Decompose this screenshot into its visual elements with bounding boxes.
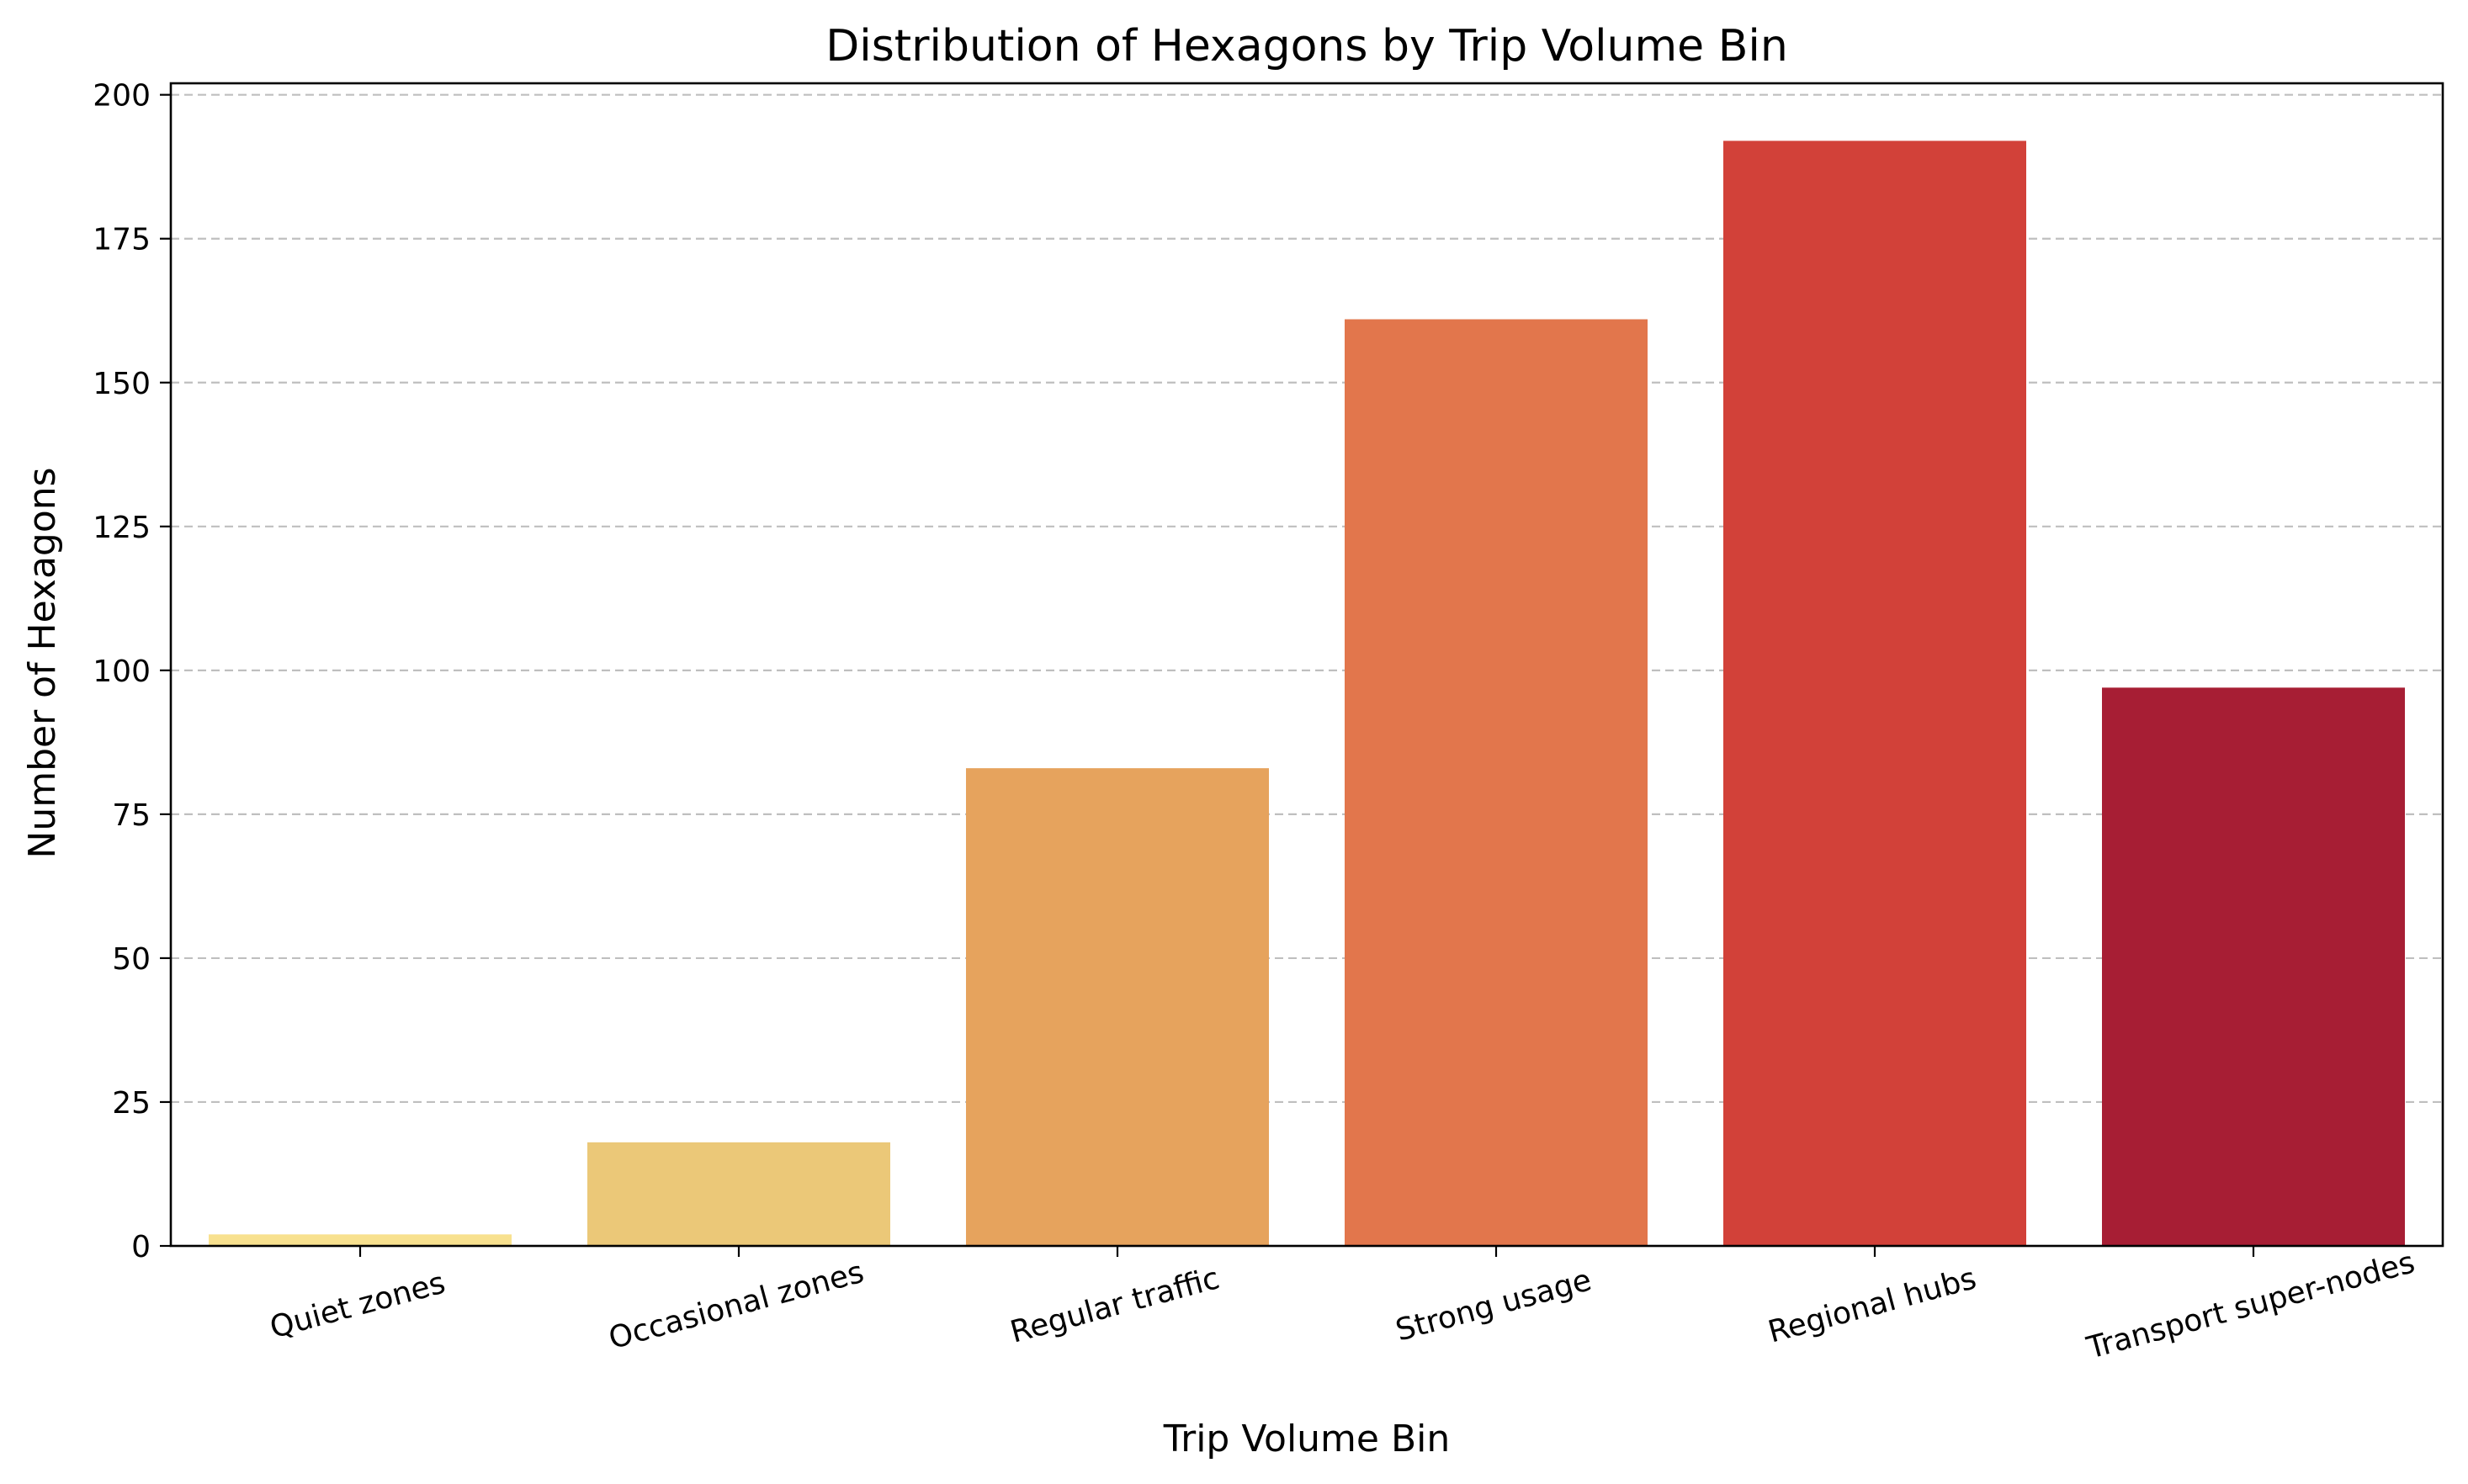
y-tick-label: 125	[93, 511, 151, 545]
plot-area-frame	[169, 82, 2444, 1248]
bar	[1723, 140, 2026, 1246]
x-tick-label: Occasional zones	[605, 1255, 868, 1356]
x-tick-label: Regional hubs	[1765, 1261, 1980, 1349]
y-tick-label: 25	[112, 1086, 151, 1121]
bar	[587, 1142, 890, 1246]
y-axis-ticks: 0 25 50 75 100 125 150 175 200	[93, 79, 171, 1264]
x-tick-label: Quiet zones	[267, 1265, 449, 1345]
grid-lines	[171, 93, 2443, 1104]
x-tick-label: Regular traffic	[1007, 1261, 1223, 1350]
y-tick-label: 50	[112, 942, 151, 977]
x-axis-ticks: Quiet zones Occasional zones Regular traff…	[267, 1245, 2418, 1366]
chart-title: Distribution of Hexagons by Trip Volume …	[825, 21, 1788, 72]
y-tick-label: 0	[131, 1230, 151, 1264]
y-tick-label: 175	[93, 223, 151, 257]
bar	[2102, 687, 2405, 1246]
y-tick-label: 75	[112, 798, 151, 833]
x-axis-label: Trip Volume Bin	[1163, 1418, 1451, 1460]
y-tick-label: 200	[93, 79, 151, 114]
y-tick-label: 150	[93, 367, 151, 401]
x-tick-label: Strong usage	[1392, 1263, 1595, 1348]
y-axis-label: Number of Hexagons	[21, 467, 64, 858]
bar	[209, 1234, 512, 1246]
x-tick-label: Transport super-nodes	[2083, 1245, 2418, 1366]
bar	[966, 768, 1269, 1246]
bars	[209, 140, 2405, 1247]
y-tick-label: 100	[93, 655, 151, 689]
bar	[1345, 319, 1648, 1247]
